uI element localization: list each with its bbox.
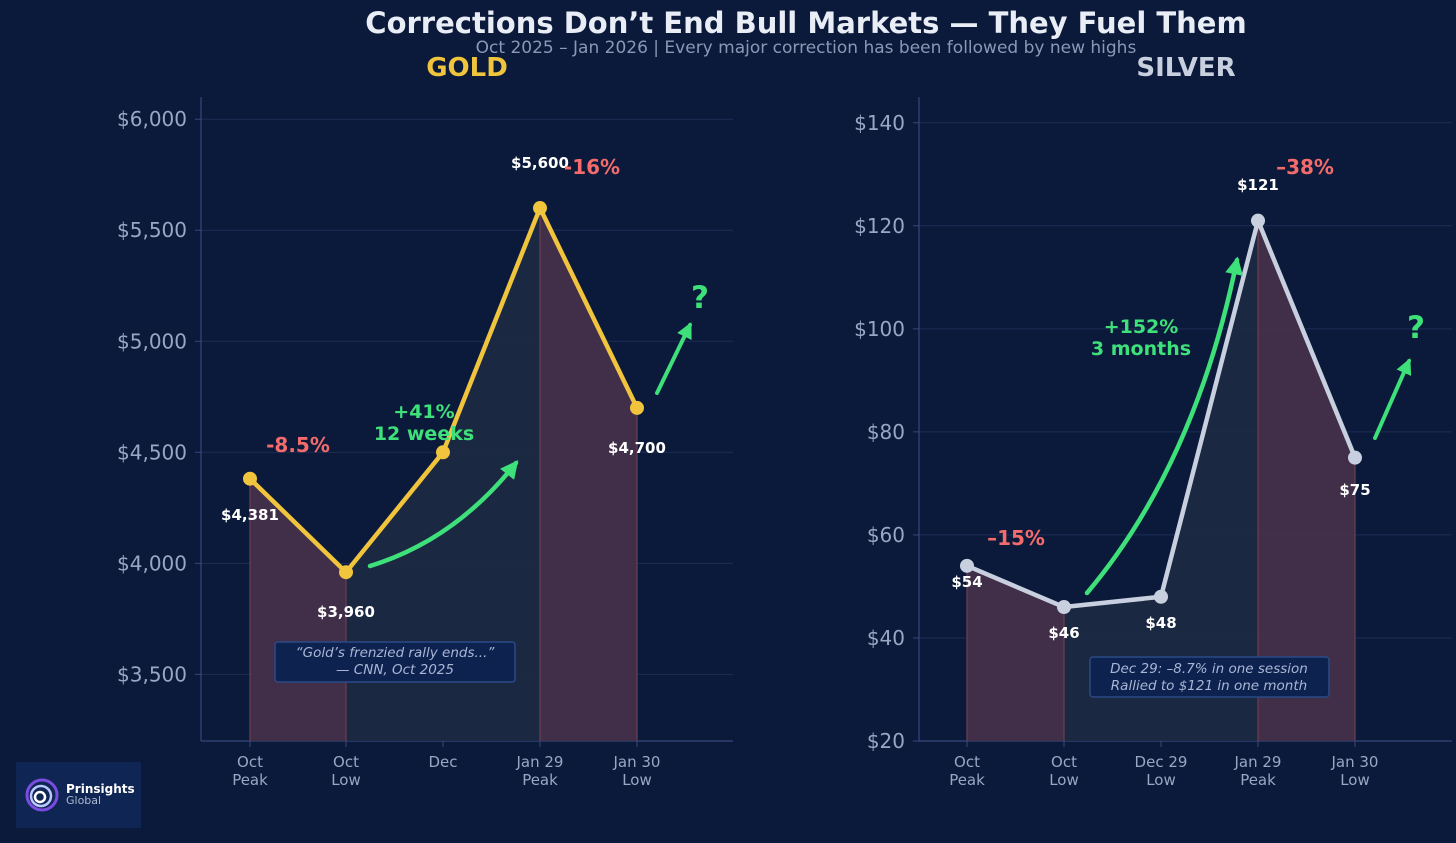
- silver-x-tick-label: Oct Low: [1049, 753, 1079, 789]
- silver-drawdown-area: [967, 565, 1064, 741]
- silver-y-tick-label: $100: [854, 317, 905, 341]
- chart-subtitle: Oct 2025 – Jan 2026 | Every major correc…: [475, 38, 1137, 58]
- silver-first-drop-label: –15%: [987, 526, 1045, 550]
- silver-rally-arrow: [1084, 256, 1243, 596]
- gold-x-tick-label: Jan 29 Peak: [516, 753, 564, 789]
- silver-chart-panel: SILVER $20 $40 $60 $80 $100 $120 $140 $54 $46 $48 $…: [854, 53, 1452, 789]
- silver-note-box: [1089, 656, 1330, 698]
- gold-value-label: $4,700: [608, 439, 666, 457]
- gold-value-label: $4,381: [221, 506, 279, 524]
- gold-panel-title: GOLD: [426, 53, 508, 83]
- silver-x-tick-label: Dec 29 Low: [1135, 753, 1188, 789]
- gold-second-drop-label: -16%: [564, 155, 620, 179]
- silver-value-label: $46: [1048, 624, 1079, 642]
- silver-note-text: Dec 29: –8.7% in one session Rallied to $…: [1110, 661, 1308, 694]
- gold-question-mark: ?: [691, 280, 709, 316]
- gold-y-tick-label: $5,500: [117, 218, 187, 242]
- silver-recovery-arrow: [1373, 358, 1412, 440]
- gold-x-tick-label: Oct Peak: [232, 753, 268, 789]
- silver-value-label: $54: [951, 573, 982, 591]
- gold-data-point: [436, 445, 450, 460]
- silver-y-tick-label: $20: [867, 729, 905, 753]
- silver-x-tick-label: Oct Peak: [949, 753, 985, 789]
- gold-value-label: $5,600: [511, 154, 569, 172]
- silver-data-point: [960, 558, 974, 573]
- gold-x-tick-label: Jan 30 Low: [613, 753, 661, 789]
- prinsights-logo-icon: [25, 778, 59, 812]
- gold-y-tick-label: $3,500: [117, 662, 187, 686]
- gold-x-tick-label: Oct Low: [331, 753, 361, 789]
- gold-data-point: [339, 565, 353, 580]
- silver-value-label: $48: [1145, 614, 1176, 632]
- silver-value-label: $121: [1237, 176, 1279, 194]
- silver-panel-title: SILVER: [1136, 53, 1235, 83]
- gold-rally-arrow: [367, 460, 519, 569]
- silver-rally-label: +152% 3 months: [1091, 316, 1191, 360]
- brand-name: Prinsights: [66, 782, 135, 796]
- silver-y-tick-label: $40: [867, 626, 905, 650]
- gold-rally-label: +41% 12 weeks: [374, 401, 474, 445]
- gold-recovery-arrow: [655, 322, 692, 395]
- silver-drawdown-area: [1258, 220, 1355, 741]
- gold-data-point: [630, 400, 644, 415]
- gold-rally-area: [346, 208, 540, 741]
- gold-chart-panel: GOLD $3,500 $4,000 $4,500 $5,000 $5,500 $6,000…: [117, 53, 733, 789]
- brand-logo: Prinsights Global: [16, 762, 141, 828]
- brand-sub: Global: [66, 794, 102, 807]
- gold-y-tick-label: $6,000: [117, 107, 187, 131]
- gold-first-drop-label: -8.5%: [266, 433, 330, 457]
- silver-y-tick-label: $140: [854, 111, 905, 135]
- gold-y-tick-label: $5,000: [117, 329, 187, 353]
- silver-y-tick-label: $120: [854, 214, 905, 238]
- silver-question-mark: ?: [1407, 310, 1425, 346]
- silver-rally-area: [1064, 220, 1258, 741]
- silver-x-tick-label: Jan 30 Low: [1331, 753, 1379, 789]
- gold-y-tick-label: $4,500: [117, 440, 187, 464]
- silver-value-label: $75: [1339, 481, 1370, 499]
- silver-y-tick-label: $80: [867, 420, 905, 444]
- silver-data-point: [1251, 213, 1265, 228]
- gold-drawdown-area: [540, 208, 637, 741]
- gold-data-point: [243, 471, 257, 486]
- gold-note-box: [274, 641, 516, 683]
- gold-data-point: [533, 201, 547, 216]
- gold-note-text: “Gold’s frenzied rally ends...” — CNN, Oc…: [296, 645, 496, 678]
- gold-x-tick-label: Dec: [428, 753, 457, 771]
- silver-y-tick-label: $60: [867, 523, 905, 547]
- silver-second-drop-label: –38%: [1276, 155, 1334, 179]
- silver-data-point: [1154, 589, 1168, 604]
- silver-x-tick-label: Jan 29 Peak: [1234, 753, 1282, 789]
- silver-data-point: [1348, 450, 1362, 465]
- gold-value-label: $3,960: [317, 603, 375, 621]
- chart-main-title: Corrections Don’t End Bull Markets — The…: [365, 6, 1247, 40]
- silver-data-point: [1057, 600, 1071, 615]
- gold-y-tick-label: $4,000: [117, 551, 187, 575]
